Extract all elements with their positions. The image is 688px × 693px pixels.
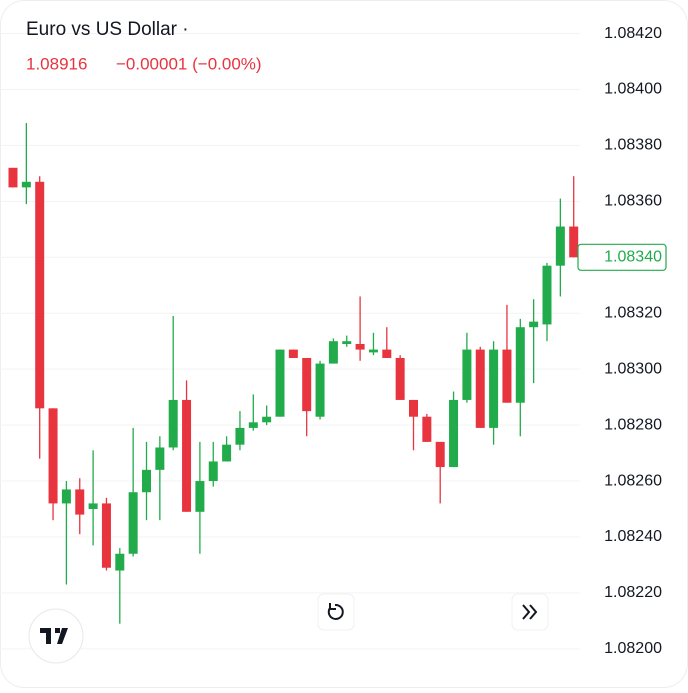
candle-body xyxy=(61,489,71,504)
reset-button[interactable] xyxy=(317,593,355,631)
y-tick-label: 1.08200 xyxy=(604,640,662,657)
candle-body xyxy=(222,444,232,462)
candle-body xyxy=(542,265,552,325)
candle-body xyxy=(502,349,512,403)
scroll-right-button[interactable] xyxy=(511,593,549,631)
change-text: −0.00001 (−0.00%) xyxy=(116,54,262,73)
candle-body xyxy=(422,416,432,442)
candle-body xyxy=(515,327,525,403)
y-tick-label: 1.08360 xyxy=(604,193,662,210)
candle-body xyxy=(555,226,565,266)
candle-body xyxy=(315,363,325,417)
candle-body xyxy=(35,181,45,409)
candle-body xyxy=(88,503,98,510)
last-price-label: 1.08340 xyxy=(604,249,662,266)
candle-body xyxy=(529,321,539,328)
candle-body xyxy=(302,357,312,412)
candle-body xyxy=(128,492,138,554)
y-tick-label: 1.08240 xyxy=(604,528,662,545)
candle-body xyxy=(435,441,445,468)
candle-body xyxy=(115,553,125,571)
candle-body xyxy=(8,167,18,188)
candle-body xyxy=(288,349,298,358)
candle-body xyxy=(395,357,405,400)
y-tick-label: 1.08300 xyxy=(604,360,662,377)
logo[interactable] xyxy=(28,608,84,664)
candle-body xyxy=(248,422,258,428)
candle-body xyxy=(48,408,58,504)
candle-body xyxy=(75,489,85,515)
candle-body xyxy=(195,481,205,512)
candle-body xyxy=(182,399,192,512)
candle-body xyxy=(275,349,285,417)
candle-body xyxy=(368,349,378,353)
candle-body xyxy=(449,399,459,468)
candle-body xyxy=(101,503,111,568)
y-tick-label: 1.08260 xyxy=(604,472,662,489)
candle-body xyxy=(235,427,245,445)
candle-body xyxy=(569,226,579,258)
price-text: 1.08916 xyxy=(26,54,87,73)
candle-body xyxy=(155,447,165,470)
candle-body xyxy=(342,341,352,344)
candle-body xyxy=(168,399,178,448)
candle-body xyxy=(409,399,418,417)
candle-body xyxy=(208,461,218,482)
candle-body xyxy=(475,349,485,428)
candle-body xyxy=(489,349,499,428)
y-tick-label: 1.08280 xyxy=(604,416,662,433)
last-price-box xyxy=(577,243,667,271)
candle-body xyxy=(328,341,338,364)
y-tick-label: 1.08400 xyxy=(604,81,662,98)
y-tick-label: 1.08220 xyxy=(604,584,662,601)
candle-body xyxy=(355,344,365,350)
candle-body xyxy=(382,349,392,358)
y-tick-label: 1.08420 xyxy=(604,25,662,42)
chart-title: Euro vs US Dollar · xyxy=(26,19,189,40)
y-tick-label: 1.08380 xyxy=(604,137,662,154)
candle-body xyxy=(462,349,472,400)
y-tick-label: 1.08320 xyxy=(604,304,662,321)
candle-body xyxy=(21,181,31,188)
candle-body xyxy=(262,416,272,423)
candle-body xyxy=(142,469,151,493)
